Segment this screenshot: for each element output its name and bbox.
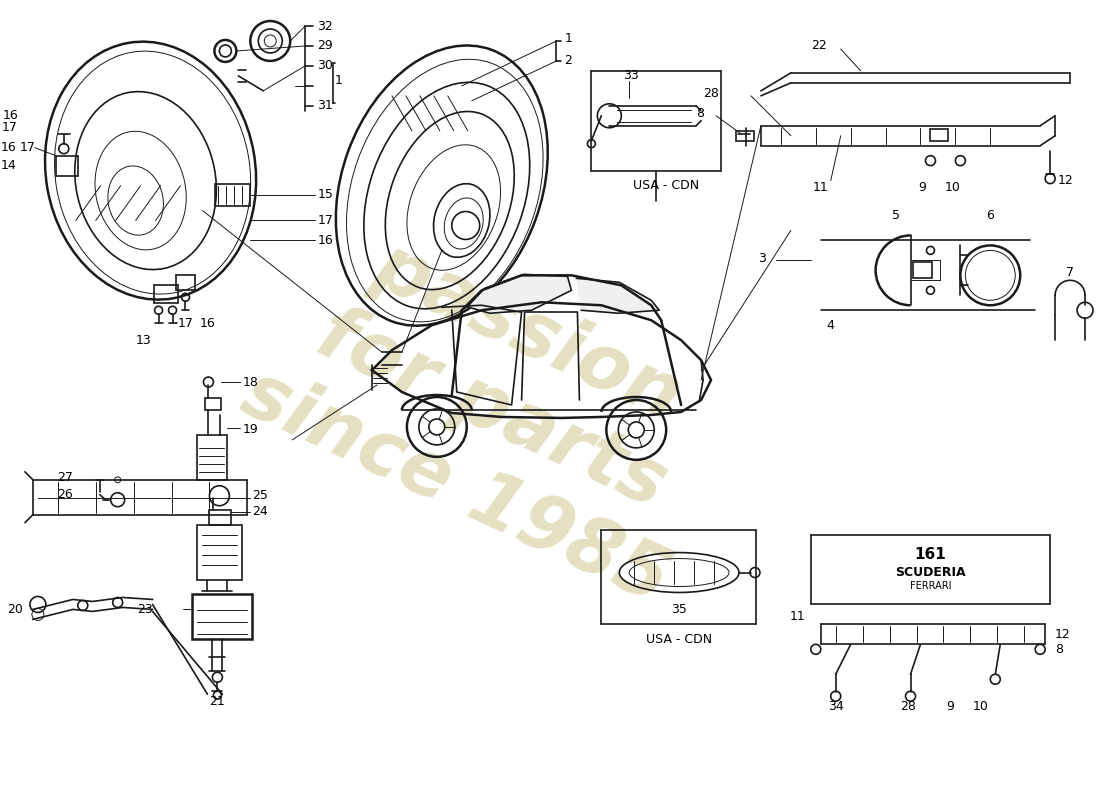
Text: 28: 28 bbox=[703, 87, 719, 100]
Bar bbox=[736, 130, 754, 141]
Text: 11: 11 bbox=[790, 610, 806, 623]
Text: 29: 29 bbox=[317, 39, 333, 53]
Text: 16: 16 bbox=[2, 110, 18, 122]
Text: 21: 21 bbox=[209, 694, 226, 708]
Text: 11: 11 bbox=[813, 181, 828, 194]
Text: 9: 9 bbox=[918, 181, 926, 194]
Bar bbox=[216, 183, 251, 206]
Text: 19: 19 bbox=[242, 423, 258, 437]
Text: 17: 17 bbox=[318, 214, 334, 227]
Text: 12: 12 bbox=[1055, 628, 1071, 641]
Text: 15: 15 bbox=[318, 188, 334, 201]
Text: 20: 20 bbox=[7, 603, 23, 616]
Text: 27: 27 bbox=[57, 471, 73, 484]
Text: USA - CDN: USA - CDN bbox=[634, 179, 700, 192]
Text: 7: 7 bbox=[1066, 266, 1074, 279]
Text: 17: 17 bbox=[177, 317, 194, 330]
Text: 8: 8 bbox=[696, 107, 704, 120]
Text: 5: 5 bbox=[892, 209, 900, 222]
Text: USA - CDN: USA - CDN bbox=[646, 633, 712, 646]
Text: 10: 10 bbox=[945, 181, 960, 194]
Bar bbox=[206, 398, 221, 410]
Text: SCUDERIA: SCUDERIA bbox=[895, 566, 966, 579]
Text: 2: 2 bbox=[564, 54, 572, 67]
Bar bbox=[931, 129, 948, 141]
Text: 24: 24 bbox=[252, 505, 268, 518]
Bar bbox=[192, 594, 252, 639]
Text: 16: 16 bbox=[0, 141, 16, 154]
Text: 1: 1 bbox=[336, 74, 343, 87]
Polygon shape bbox=[466, 274, 571, 314]
Text: 4: 4 bbox=[827, 318, 835, 332]
Text: 3: 3 bbox=[758, 252, 766, 265]
Text: 25: 25 bbox=[252, 490, 268, 502]
Text: 16: 16 bbox=[318, 234, 334, 247]
Text: 22: 22 bbox=[811, 39, 826, 53]
Polygon shape bbox=[576, 278, 659, 314]
Text: 8: 8 bbox=[1055, 643, 1063, 656]
Text: 1: 1 bbox=[564, 33, 572, 46]
Text: 32: 32 bbox=[317, 19, 333, 33]
Text: 161: 161 bbox=[914, 547, 946, 562]
Text: 9: 9 bbox=[946, 700, 955, 713]
Text: 14: 14 bbox=[0, 159, 16, 172]
Text: 17: 17 bbox=[2, 122, 18, 134]
Text: 26: 26 bbox=[57, 488, 73, 502]
Text: 31: 31 bbox=[317, 99, 333, 112]
Text: 33: 33 bbox=[624, 70, 639, 82]
Bar bbox=[198, 525, 242, 579]
Text: 10: 10 bbox=[972, 700, 988, 713]
Text: 35: 35 bbox=[671, 603, 688, 616]
Text: 23: 23 bbox=[136, 603, 153, 616]
Text: passion
for parts
since 1985: passion for parts since 1985 bbox=[230, 202, 752, 618]
Bar bbox=[209, 510, 231, 525]
Text: 17: 17 bbox=[20, 141, 36, 154]
Text: 6: 6 bbox=[987, 209, 994, 222]
Text: 34: 34 bbox=[828, 700, 844, 713]
Text: 16: 16 bbox=[199, 317, 216, 330]
Text: FERRARI: FERRARI bbox=[910, 582, 952, 591]
Text: 28: 28 bbox=[901, 700, 916, 713]
Text: 12: 12 bbox=[1058, 174, 1074, 187]
Text: 30: 30 bbox=[317, 59, 333, 73]
Text: 18: 18 bbox=[242, 375, 258, 389]
Bar bbox=[913, 262, 933, 278]
Text: 13: 13 bbox=[135, 334, 152, 346]
Bar bbox=[198, 435, 228, 480]
